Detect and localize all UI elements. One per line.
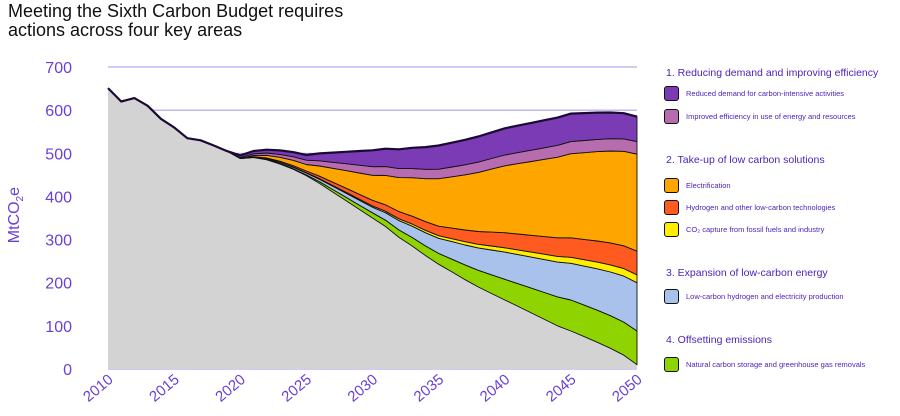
y-tick-label-400: 400 (45, 189, 72, 206)
legend-item: Low-carbon hydrogen and electricity prod… (664, 288, 844, 304)
y-tick-label-200: 200 (45, 276, 72, 293)
legend-item: Improved efficiency in use of energy and… (664, 108, 856, 124)
y-tick-label-600: 600 (45, 103, 72, 120)
legend-label: Reduced demand for carbon-intensive acti… (686, 88, 845, 98)
x-tick-label-2035: 2035 (411, 371, 447, 405)
y-tick-label-100: 100 (45, 319, 72, 336)
x-tick-label-2030: 2030 (345, 371, 381, 405)
legend-heading-1: 1. Reducing demand and improving efficie… (666, 67, 879, 79)
y-tick-label-0: 0 (63, 362, 72, 379)
legend-label: CO₂ capture from fossil fuels and indust… (686, 224, 825, 234)
x-tick-label-2045: 2045 (543, 371, 579, 405)
y-axis-label: MtCO2e (5, 186, 27, 244)
y-tick-label-700: 700 (45, 60, 72, 77)
legend-item: Natural carbon storage and greenhouse ga… (664, 356, 865, 372)
legend-item: CO₂ capture from fossil fuels and indust… (664, 221, 824, 237)
chart-title-line-1: Meeting the Sixth Carbon Budget requires (8, 1, 344, 21)
legend-heading-3: 3. Expansion of low-carbon energy (666, 267, 828, 279)
legend-label: Low-carbon hydrogen and electricity prod… (686, 291, 844, 301)
legend-swatch (664, 356, 679, 372)
legend: 1. Reducing demand and improving efficie… (662, 0, 900, 416)
legend-item: Electrification (664, 177, 731, 193)
chart-title-line-2: actions across four key areas (8, 20, 243, 40)
x-tick-label-2040: 2040 (477, 371, 513, 405)
x-tick-label-2025: 2025 (278, 371, 314, 405)
legend-heading-2: 2. Take-up of low carbon solutions (666, 154, 825, 166)
x-tick-label-2020: 2020 (212, 371, 248, 405)
total-emissions-line (107, 87, 638, 157)
emissions-area-chart: 0 100 200 300 400 500 600 700 2010 2015 2020 2025 20… (45, 60, 645, 406)
chart-title: Meeting the Sixth Carbon Budget requires… (8, 2, 428, 40)
x-tick-label-2015: 2015 (146, 371, 182, 405)
legend-item: Hydrogen and other low-carbon technologi… (664, 199, 835, 215)
legend-swatch (664, 177, 679, 193)
y-tick-label-500: 500 (45, 146, 72, 163)
legend-heading-4: 4. Offsetting emissions (666, 334, 773, 346)
legend-label: Improved efficiency in use of energy and… (686, 111, 856, 121)
legend-swatch (664, 199, 679, 215)
legend-item: Reduced demand for carbon-intensive acti… (664, 85, 844, 101)
legend-label: Hydrogen and other low-carbon technologi… (686, 202, 836, 212)
legend-swatch (664, 221, 679, 237)
legend-label: Electrification (686, 180, 731, 190)
legend-label: Natural carbon storage and greenhouse ga… (686, 359, 866, 369)
legend-swatch (664, 108, 679, 124)
baseline-area (108, 88, 637, 369)
legend-swatch (664, 85, 679, 101)
y-tick-label-300: 300 (45, 233, 72, 250)
legend-swatch (664, 288, 679, 304)
x-tick-label-2050: 2050 (609, 371, 645, 405)
x-tick-label-2010: 2010 (80, 371, 116, 405)
